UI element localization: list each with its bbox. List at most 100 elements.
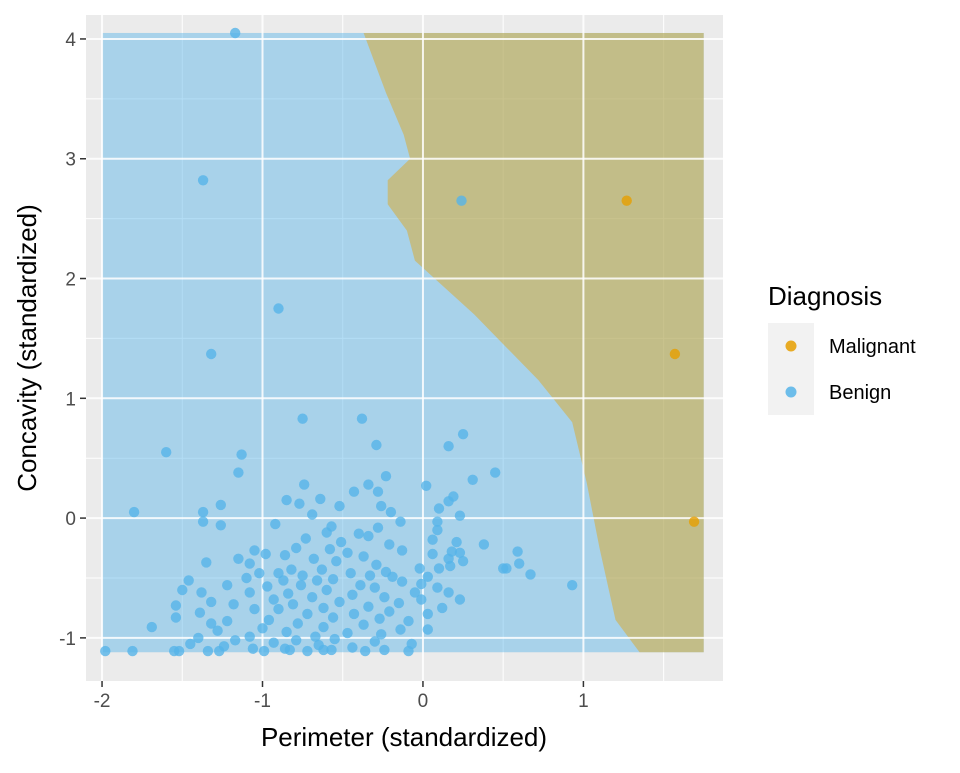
benign-point [310,631,321,642]
benign-point [206,618,217,629]
benign-point [260,548,271,560]
benign-point [347,589,358,600]
legend-label-malignant: Malignant [829,336,916,358]
benign-point [183,575,194,586]
benign-point [278,575,289,586]
benign-point [321,584,332,596]
benign-point [369,582,380,593]
benign-point [334,500,345,512]
benign-point [355,580,366,591]
benign-point [356,413,368,424]
benign-point [451,536,462,548]
benign-point [230,635,241,646]
benign-point [327,574,339,585]
benign-point [233,553,244,564]
benign-point [416,578,427,590]
benign-point [202,645,214,657]
benign-point [326,644,337,656]
benign-point [283,588,294,599]
benign-point [201,557,212,568]
benign-point [222,615,233,627]
benign-point [244,587,255,598]
benign-point [372,486,384,497]
benign-point [396,545,408,556]
benign-point [307,509,318,520]
legend-key-benign [785,386,797,398]
benign-point [297,413,308,424]
benign-point [432,516,443,527]
benign-point [498,563,509,574]
legend-key-malignant [785,340,797,352]
y-tick-label: 0 [65,509,76,530]
benign-point [318,621,329,633]
x-tick-label: -2 [94,691,111,712]
benign-point [268,637,279,648]
y-axis: -1 0 1 2 3 4 [59,30,86,650]
x-axis: -2 -1 0 1 [94,681,589,712]
benign-point [173,645,185,657]
benign-point [279,550,291,561]
benign-point [376,500,387,512]
benign-point [348,486,360,497]
benign-point [443,496,454,507]
benign-point [376,629,387,640]
benign-point [281,626,292,638]
benign-point [228,599,239,610]
benign-point [421,480,432,491]
benign-point [270,518,281,530]
benign-point [185,638,196,650]
benign-point [206,348,217,360]
benign-point [385,506,397,518]
benign-point [380,471,392,482]
benign-point [257,623,268,634]
benign-point [445,560,456,572]
malignant-point [688,516,700,527]
benign-point [396,576,408,587]
benign-point [360,645,371,657]
y-tick-label: -1 [59,629,76,650]
benign-point [233,467,244,478]
benign-point [358,619,369,630]
benign-point [241,572,252,584]
benign-point [454,594,466,605]
benign-point [374,613,385,624]
benign-point [457,429,469,440]
benign-point [177,584,188,596]
benign-point [307,592,318,603]
benign-point [299,479,310,490]
benign-point [215,499,226,511]
y-axis-title: Concavity (standardized) [12,204,42,492]
benign-point [249,603,260,615]
x-axis-title: Perimeter (standardized) [261,722,547,752]
benign-point [268,594,279,605]
benign-point [263,614,275,626]
benign-point [456,195,467,206]
benign-point [395,624,406,635]
benign-point [244,631,255,642]
benign-point [321,527,332,538]
benign-point [512,546,523,557]
benign-point [273,603,284,615]
x-tick-label: -1 [254,691,271,712]
benign-point [347,642,358,653]
benign-point [331,556,342,567]
benign-point [369,636,380,647]
benign-point [432,582,443,593]
benign-point [230,27,241,39]
benign-point [443,587,454,598]
benign-point [212,625,223,636]
benign-point [363,479,374,490]
legend: Diagnosis Malignant Benign [768,281,916,415]
benign-point [302,608,313,620]
benign-point [297,570,308,581]
benign-point [427,534,438,545]
benign-point [281,494,292,506]
benign-point [287,599,299,610]
benign-point [258,645,270,657]
benign-point [244,558,255,569]
benign-point [384,539,395,550]
benign-point [335,536,347,548]
benign-point [403,615,414,627]
plot-panel-background [86,15,723,681]
y-tick-label: 4 [65,30,76,51]
